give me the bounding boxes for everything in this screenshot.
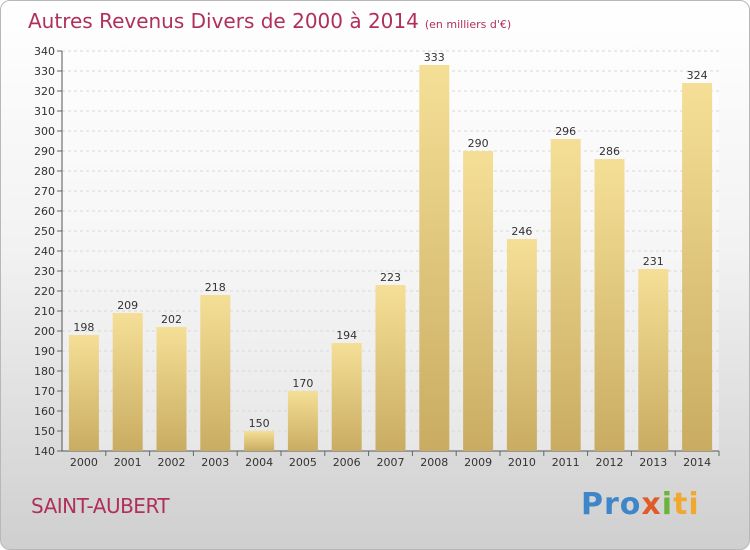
logo-part-3: i — [661, 487, 674, 522]
bar-value-label: 246 — [511, 225, 532, 238]
bar — [112, 313, 143, 451]
bar-value-label: 209 — [117, 299, 138, 312]
bar — [244, 431, 275, 451]
bar-value-label: 231 — [643, 255, 664, 268]
bar-value-label: 170 — [292, 377, 313, 390]
proxiti-logo: Proxiti — [581, 487, 700, 522]
bar — [550, 139, 581, 451]
y-tick-label: 190 — [34, 345, 55, 358]
x-tick-label: 2011 — [552, 456, 580, 469]
y-tick-label: 220 — [34, 285, 55, 298]
chart-subtitle: (en milliers d'€) — [424, 18, 512, 31]
bar-value-label: 198 — [73, 321, 94, 334]
y-tick-label: 210 — [34, 305, 55, 318]
commune-name: SAINT-AUBERT — [31, 494, 170, 518]
bar — [68, 335, 99, 451]
y-tick-label: 170 — [34, 385, 55, 398]
y-tick-label: 290 — [34, 145, 55, 158]
bar-value-label: 150 — [249, 417, 270, 430]
y-tick-label: 250 — [34, 225, 55, 238]
y-tick-label: 300 — [34, 125, 55, 138]
bar — [156, 327, 187, 451]
logo-part-2: x — [641, 487, 662, 522]
y-tick-label: 270 — [34, 185, 55, 198]
x-tick-label: 2004 — [245, 456, 273, 469]
x-tick-label: 2002 — [158, 456, 186, 469]
y-tick-label: 240 — [34, 245, 55, 258]
bar-value-label: 202 — [161, 313, 182, 326]
y-tick-label: 160 — [34, 405, 55, 418]
bar — [463, 151, 494, 451]
bar — [638, 269, 669, 451]
y-tick-label: 150 — [34, 425, 55, 438]
y-tick-label: 280 — [34, 165, 55, 178]
x-tick-label: 2001 — [114, 456, 142, 469]
x-tick-label: 2014 — [683, 456, 711, 469]
bar-value-label: 296 — [555, 125, 576, 138]
x-tick-label: 2005 — [289, 456, 317, 469]
bar-value-label: 194 — [336, 329, 357, 342]
y-tick-label: 260 — [34, 205, 55, 218]
x-tick-label: 2007 — [377, 456, 405, 469]
logo-part-1: Pro — [581, 487, 642, 522]
bar-value-label: 223 — [380, 271, 401, 284]
bar — [506, 239, 537, 451]
bar-value-label: 290 — [468, 137, 489, 150]
y-tick-label: 140 — [34, 445, 55, 458]
bar — [375, 285, 406, 451]
chart-title-text: Autres Revenus Divers de 2000 à 2014 — [28, 9, 419, 33]
bar-value-label: 333 — [424, 51, 445, 64]
x-tick-label: 2013 — [639, 456, 667, 469]
bar — [594, 159, 625, 451]
bar — [200, 295, 231, 451]
x-tick-label: 2008 — [420, 456, 448, 469]
bar — [419, 65, 450, 451]
x-tick-label: 2012 — [596, 456, 624, 469]
x-tick-label: 2009 — [464, 456, 492, 469]
x-tick-label: 2010 — [508, 456, 536, 469]
logo-part-4: ti — [673, 487, 700, 522]
bar — [331, 343, 362, 451]
y-tick-label: 340 — [34, 45, 55, 58]
bar-value-label: 286 — [599, 145, 620, 158]
bar-value-label: 218 — [205, 281, 226, 294]
bar-value-label: 324 — [687, 69, 708, 82]
y-tick-label: 200 — [34, 325, 55, 338]
chart-title: Autres Revenus Divers de 2000 à 2014 (en … — [28, 9, 511, 33]
y-tick-label: 330 — [34, 65, 55, 78]
x-tick-label: 2000 — [70, 456, 98, 469]
y-tick-label: 230 — [34, 265, 55, 278]
y-tick-label: 310 — [34, 105, 55, 118]
bar — [682, 83, 713, 451]
bar — [287, 391, 318, 451]
x-tick-label: 2006 — [333, 456, 361, 469]
y-tick-label: 320 — [34, 85, 55, 98]
x-tick-label: 2003 — [201, 456, 229, 469]
y-tick-label: 180 — [34, 365, 55, 378]
